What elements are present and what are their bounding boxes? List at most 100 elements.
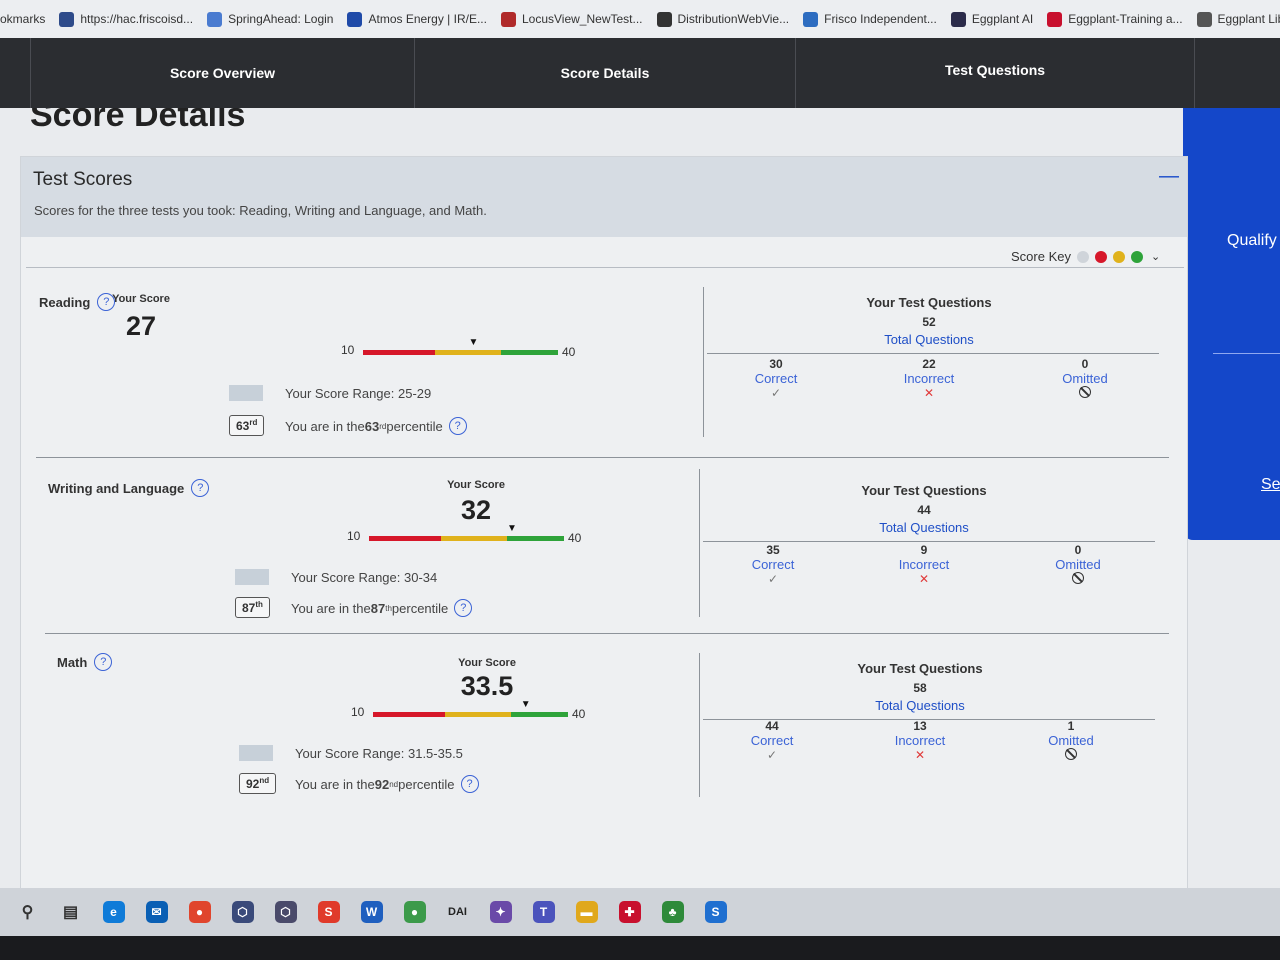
questions-divider <box>707 353 1159 354</box>
folder-icon: ▬ <box>575 901 598 923</box>
score-key-dot-yellow <box>1112 250 1125 263</box>
frisco-icon <box>803 11 819 27</box>
percentile-badge-sup: th <box>255 600 263 609</box>
range-swatch <box>235 569 269 585</box>
taskbar-button[interactable]: ▬ <box>565 892 608 932</box>
score-value: 32 <box>460 495 492 525</box>
search-icon: ⚲ <box>21 904 34 921</box>
total-questions-link[interactable]: Total Questions <box>879 520 969 535</box>
side-link[interactable]: Se <box>1261 476 1280 493</box>
percentile-value: 87 <box>370 600 386 616</box>
help-icon[interactable]: ? <box>448 417 467 435</box>
percentile-badge-value: 63 <box>236 419 250 433</box>
incorrect-label: Incorrect <box>894 733 946 748</box>
range-prefix: Your Score Range: <box>295 746 408 761</box>
percentile-value: 92 <box>374 776 390 792</box>
tab-score-overview[interactable]: Score Overview <box>30 38 414 108</box>
stat-correct[interactable]: 30 Correct ✓ <box>731 357 821 400</box>
bookmark-item[interactable]: okmarks <box>0 12 45 26</box>
gear-app-icon: ✦ <box>489 901 512 923</box>
help-icon[interactable]: ? <box>97 293 116 311</box>
taskbar-button[interactable]: T <box>522 892 565 932</box>
bookmark-item[interactable]: Eggplant Library-D... <box>1196 11 1280 27</box>
stat-incorrect[interactable]: 22 Incorrect ✕ <box>884 357 974 400</box>
tab-test-questions[interactable]: Test Questions <box>795 38 1194 108</box>
score-marker-icon: ▼ <box>468 337 479 348</box>
help-icon[interactable]: ? <box>94 653 113 671</box>
bookmark-item[interactable]: Eggplant-Training a... <box>1047 11 1183 27</box>
cross-icon: ✕ <box>914 748 926 762</box>
bookmark-label: DistributionWebVie... <box>677 12 790 26</box>
bookmark-item[interactable]: DistributionWebVie... <box>656 11 790 27</box>
tab-score-details[interactable]: Score Details <box>414 38 795 108</box>
total-questions-link[interactable]: Total Questions <box>875 698 965 713</box>
bookmark-item[interactable]: Frisco Independent... <box>803 11 937 27</box>
collapse-button[interactable]: — <box>1159 165 1179 187</box>
omitted-icon <box>1065 748 1077 760</box>
bookmark-item[interactable]: Eggplant AI <box>950 11 1034 27</box>
taskbar-button[interactable]: ✚ <box>608 892 651 932</box>
test-scores-card: Test Scores Scores for the three tests y… <box>20 156 1188 888</box>
score-key-label: Score Key <box>1011 249 1071 264</box>
section-name: Math <box>57 654 88 670</box>
omitted-icon <box>1079 386 1091 398</box>
taskbar-button[interactable]: ● <box>393 892 436 932</box>
bookmark-item[interactable]: Atmos Energy | IR/E... <box>347 11 487 27</box>
total-questions-link[interactable]: Total Questions <box>884 332 974 347</box>
monitor-bezel <box>0 936 1280 960</box>
omitted-label: Omitted <box>1062 371 1108 386</box>
chevron-down-icon[interactable]: ⌄ <box>1150 251 1161 263</box>
taskbar-button[interactable]: ⚲ <box>6 892 49 932</box>
stat-incorrect[interactable]: 9 Incorrect ✕ <box>879 543 969 586</box>
section-label: Reading ? <box>39 293 116 311</box>
range-prefix: Your Score Range: <box>285 386 398 401</box>
taskbar-button[interactable]: S <box>694 892 737 932</box>
bookmark-item[interactable]: LocusView_NewTest... <box>500 11 643 27</box>
taskbar-button[interactable]: DAI <box>436 892 479 932</box>
dai-icon: DAI <box>448 906 467 918</box>
stat-omitted[interactable]: 0 Omitted <box>1033 543 1123 586</box>
bookmark-label: Eggplant AI <box>971 12 1034 26</box>
taskbar-button[interactable]: S <box>307 892 350 932</box>
taskbar-button[interactable]: ♣ <box>651 892 694 932</box>
bar-yellow <box>445 712 512 717</box>
stat-incorrect[interactable]: 13 Incorrect ✕ <box>875 719 965 762</box>
correct-count: 35 <box>766 543 780 557</box>
bookmark-item[interactable]: https://hac.friscoisd... <box>59 11 193 27</box>
column-divider <box>703 287 704 437</box>
help-icon[interactable]: ? <box>191 479 210 497</box>
scale-min: 10 <box>351 705 365 719</box>
help-icon[interactable]: ? <box>460 775 479 793</box>
score-key[interactable]: Score Key ⌄ <box>1011 249 1160 264</box>
score-section: Writing and Language ? Your Score 32 10 … <box>21 457 1189 657</box>
taskbar-button[interactable]: ✉ <box>135 892 178 932</box>
stat-correct[interactable]: 44 Correct ✓ <box>727 719 817 762</box>
taskbar-button[interactable]: ● <box>178 892 221 932</box>
taskbar-button[interactable]: W <box>350 892 393 932</box>
stat-correct[interactable]: 35 Correct ✓ <box>728 543 818 586</box>
help-icon[interactable]: ? <box>454 599 473 617</box>
grid-icon <box>207 11 223 27</box>
taskbar-button[interactable]: ✦ <box>479 892 522 932</box>
taskbar-button[interactable]: ⬡ <box>221 892 264 932</box>
locusview-icon <box>500 11 516 27</box>
bookmark-label: SpringAhead: Login <box>228 12 334 26</box>
stat-omitted[interactable]: 1 Omitted <box>1026 719 1116 762</box>
percentile-suffix: percentile <box>391 600 449 616</box>
taskbar-button[interactable]: ▤ <box>49 892 92 932</box>
outlook-icon: ✉ <box>145 901 168 923</box>
app-hex-icon: ⬡ <box>231 901 254 923</box>
taskbar-button[interactable]: ⬡ <box>264 892 307 932</box>
percentile-badge-value: 87 <box>242 601 256 615</box>
bar-red <box>373 712 446 717</box>
bookmark-item[interactable]: SpringAhead: Login <box>207 11 334 27</box>
range-prefix: Your Score Range: <box>291 570 404 585</box>
s-app-icon: S <box>317 901 340 923</box>
score-marker-icon: ▼ <box>507 523 517 534</box>
score-bar <box>369 536 564 541</box>
taskbar-button[interactable]: e <box>92 892 135 932</box>
stat-omitted[interactable]: 0 Omitted <box>1040 357 1130 400</box>
correct-count: 44 <box>765 719 779 733</box>
bar-green <box>511 712 568 717</box>
